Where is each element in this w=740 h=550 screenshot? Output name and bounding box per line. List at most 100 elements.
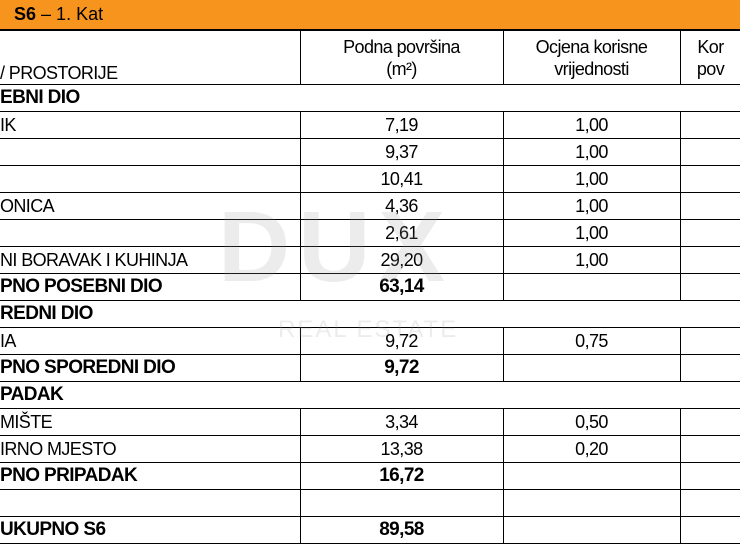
total-row: PNO SPOREDNI DIO 9,72 bbox=[0, 354, 740, 382]
room-cell: MIŠTE bbox=[0, 408, 301, 436]
value-cell bbox=[502, 516, 681, 544]
room-cell: ONICA bbox=[0, 192, 301, 220]
value-cell bbox=[502, 273, 681, 301]
value-cell bbox=[679, 435, 740, 463]
value-cell: 1,00 bbox=[502, 111, 681, 139]
value-cell: 4,36 bbox=[299, 192, 504, 220]
area-table: / PROSTORIJE Podna površina (m²) Ocjena kor… bbox=[0, 30, 740, 544]
cell-value: 0,20 bbox=[575, 438, 608, 459]
value-cell: 1,00 bbox=[502, 246, 681, 274]
cell-value: 4,36 bbox=[385, 195, 418, 216]
value-cell: 3,34 bbox=[299, 408, 504, 436]
item-row: MIŠTE 3,34 0,50 bbox=[0, 408, 740, 436]
value-cell: 29,20 bbox=[299, 246, 504, 274]
value-cell bbox=[679, 138, 740, 166]
value-cell bbox=[299, 489, 504, 517]
value-cell bbox=[502, 462, 681, 490]
room-cell bbox=[0, 489, 301, 517]
room-cell bbox=[0, 138, 301, 166]
value-cell bbox=[679, 192, 740, 220]
value-cell: 2,61 bbox=[299, 219, 504, 247]
room-name: PNO PRIPADAK bbox=[0, 465, 138, 486]
column-header-line: vrijednosti bbox=[554, 58, 629, 79]
value-cell bbox=[679, 462, 740, 490]
room-cell: IA bbox=[0, 327, 301, 355]
item-row: 2,61 1,00 bbox=[0, 219, 740, 247]
value-cell: 13,38 bbox=[299, 435, 504, 463]
value-cell: 9,37 bbox=[299, 138, 504, 166]
column-header-line: / PROSTORIJE bbox=[0, 63, 118, 83]
value-cell bbox=[679, 408, 740, 436]
value-cell bbox=[679, 165, 740, 193]
column-header: Kor pov bbox=[679, 30, 740, 85]
cell-value: 89,58 bbox=[379, 519, 424, 540]
item-row: NI BORAVAK I KUHINJA 29,20 1,00 bbox=[0, 246, 740, 274]
cell-value: 29,20 bbox=[380, 249, 423, 270]
value-cell bbox=[679, 354, 740, 382]
column-header-line: pov bbox=[696, 58, 725, 79]
section-row: REDNI DIO bbox=[0, 300, 740, 328]
value-cell: 0,20 bbox=[502, 435, 681, 463]
cell-value: 10,41 bbox=[380, 168, 423, 189]
room-cell bbox=[0, 219, 301, 247]
room-cell: PNO PRIPADAK bbox=[0, 462, 301, 490]
item-row: IRNO MJESTO 13,38 0,20 bbox=[0, 435, 740, 463]
section-label: EBNI DIO bbox=[0, 87, 80, 108]
room-name: IA bbox=[0, 330, 16, 351]
total-row: PNO PRIPADAK 16,72 bbox=[0, 462, 740, 490]
room-name: UKUPNO S6 bbox=[0, 519, 106, 540]
cell-value: 3,34 bbox=[385, 411, 418, 432]
cell-value: 1,00 bbox=[575, 114, 608, 135]
cell-value: 1,00 bbox=[575, 249, 608, 270]
value-cell: 9,72 bbox=[299, 327, 504, 355]
room-cell: UKUPNO S6 bbox=[0, 516, 301, 544]
section-cell: PADAK bbox=[0, 381, 740, 409]
column-header: / PROSTORIJE bbox=[0, 30, 301, 85]
header-row: / PROSTORIJE Podna površina (m²) Ocjena kor… bbox=[0, 30, 740, 85]
column-header-line: Podna površina bbox=[343, 36, 460, 57]
item-row: IA 9,72 0,75 bbox=[0, 327, 740, 355]
column-header-line: Ocjena korisne bbox=[535, 36, 648, 57]
column-header: Podna površina (m²) bbox=[299, 30, 504, 85]
value-cell: 63,14 bbox=[299, 273, 504, 301]
value-cell bbox=[679, 327, 740, 355]
cell-value: 1,00 bbox=[575, 222, 608, 243]
value-cell: 10,41 bbox=[299, 165, 504, 193]
total-row: PNO POSEBNI DIO 63,14 bbox=[0, 273, 740, 301]
value-cell bbox=[679, 489, 740, 517]
cell-value: 16,72 bbox=[379, 465, 424, 486]
room-name: IRNO MJESTO bbox=[0, 438, 117, 459]
item-row: IK 7,19 1,00 bbox=[0, 111, 740, 139]
value-cell bbox=[679, 516, 740, 544]
value-cell: 0,75 bbox=[502, 327, 681, 355]
total-row: UKUPNO S6 89,58 bbox=[0, 516, 740, 544]
room-name: MIŠTE bbox=[0, 411, 53, 432]
cell-value: 2,61 bbox=[385, 222, 418, 243]
value-cell bbox=[502, 354, 681, 382]
section-label: REDNI DIO bbox=[0, 303, 93, 324]
cell-value: 1,00 bbox=[575, 195, 608, 216]
room-name: IK bbox=[0, 114, 16, 135]
room-name: PNO SPOREDNI DIO bbox=[0, 357, 176, 378]
cell-value: 1,00 bbox=[575, 141, 608, 162]
room-cell: IRNO MJESTO bbox=[0, 435, 301, 463]
value-cell bbox=[679, 219, 740, 247]
value-cell: 1,00 bbox=[502, 138, 681, 166]
value-cell: 1,00 bbox=[502, 165, 681, 193]
section-label: PADAK bbox=[0, 384, 64, 405]
cell-value: 9,72 bbox=[385, 330, 418, 351]
section-row: PADAK bbox=[0, 381, 740, 409]
section-row: EBNI DIO bbox=[0, 84, 740, 112]
item-row: 9,37 1,00 bbox=[0, 138, 740, 166]
cell-value: 0,50 bbox=[575, 411, 608, 432]
room-cell: PNO POSEBNI DIO bbox=[0, 273, 301, 301]
header-bar: S6 – 1. Kat bbox=[0, 0, 740, 30]
cell-value: 9,72 bbox=[384, 357, 419, 378]
room-name: ONICA bbox=[0, 195, 55, 216]
value-cell: 0,50 bbox=[502, 408, 681, 436]
cell-value: 7,19 bbox=[385, 114, 418, 135]
value-cell bbox=[502, 489, 681, 517]
cell-value: 1,00 bbox=[575, 168, 608, 189]
value-cell bbox=[679, 111, 740, 139]
